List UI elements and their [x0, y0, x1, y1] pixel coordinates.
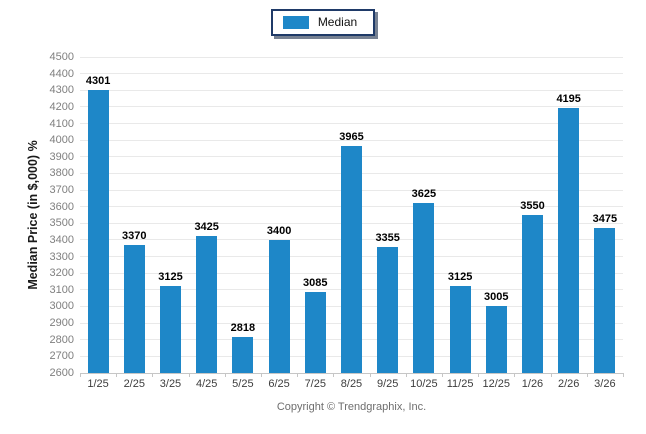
x-axis-tick: [116, 373, 118, 377]
y-tick-label: 4500: [49, 51, 74, 63]
legend-label-median: Median: [317, 15, 358, 29]
y-tick-label: 2600: [49, 367, 74, 379]
bar-12-25: [485, 305, 507, 373]
y-tick-label: 2800: [49, 333, 74, 346]
bar-value-label: 3550: [520, 200, 545, 212]
x-axis-tick: [333, 373, 335, 377]
bar-9-25: [377, 247, 399, 373]
gridline: [80, 56, 623, 58]
y-tick-label: 3000: [49, 300, 74, 313]
x-tick-label: 11/25: [446, 378, 474, 390]
y-tick-label: 3600: [49, 200, 74, 213]
bar-5-25: [232, 336, 254, 373]
x-tick-label: 1/25: [87, 378, 109, 390]
bar-value-label: 3475: [592, 212, 618, 225]
x-axis-tick: [623, 373, 624, 377]
y-tick-label: 4300: [49, 84, 74, 97]
copyright-text: Copyright © Trendgraphix, Inc.: [276, 401, 427, 413]
gridline: [80, 89, 623, 91]
bar-value-label: 2818: [230, 321, 256, 334]
bar-value-label: 3125: [447, 270, 473, 283]
bar-value-label: 3625: [411, 187, 437, 200]
x-tick-label: 6/25: [268, 378, 290, 390]
x-axis-tick: [514, 373, 516, 377]
bar-11-25: [449, 285, 471, 373]
bar-1-25: [87, 90, 109, 373]
bar-10-25: [413, 202, 435, 373]
x-tick-label: 10/25: [410, 378, 438, 390]
y-tick-label: 4200: [49, 100, 74, 113]
x-axis-tick: [80, 373, 81, 377]
y-tick-label: 3500: [49, 217, 74, 230]
x-axis-tick: [261, 373, 262, 377]
y-tick-label: 2700: [49, 350, 74, 363]
y-tick-label: 2900: [49, 317, 74, 330]
y-tick-label: 3800: [49, 167, 74, 180]
bar-value-label: 3425: [194, 220, 219, 233]
bar-value-label: 3085: [303, 277, 328, 290]
gridline: [80, 73, 623, 75]
x-tick-label: 5/25: [232, 378, 254, 390]
y-tick-label: 3200: [49, 267, 74, 280]
bar-8-25: [341, 146, 362, 373]
y-tick-label: 3100: [49, 283, 74, 296]
x-tick-label: 3/25: [159, 378, 182, 390]
bar-2-25: [123, 244, 145, 373]
gridline: [80, 106, 623, 108]
x-axis-tick: [224, 373, 226, 377]
bar-3-25: [160, 285, 181, 373]
x-tick-label: 4/25: [195, 378, 218, 390]
x-tick-label: 8/25: [340, 378, 363, 390]
legend-swatch-median: [282, 16, 309, 29]
bar-value-label: 3355: [375, 232, 400, 245]
bar-value-label: 3005: [484, 290, 509, 303]
gridline: [80, 139, 623, 141]
bar-3-26: [594, 227, 616, 373]
plot-area: 4301 3370 3125 3425 2818 3400 3085 3965 3355 3625…: [80, 56, 624, 377]
x-axis-tick: [369, 373, 371, 377]
x-tick-label: 12/25: [482, 378, 511, 390]
gridline: [80, 123, 623, 125]
bar-2-26: [558, 107, 580, 373]
y-tick-label: 3700: [49, 184, 74, 197]
y-tick-label: 4100: [49, 117, 74, 130]
x-tick-label: 7/25: [304, 378, 326, 390]
bar-6-25: [268, 239, 290, 373]
bar-value-label: 4301: [85, 75, 111, 88]
x-axis-tick: [297, 373, 299, 377]
x-tick-label: 2/25: [123, 378, 145, 390]
x-tick-label: 1/26: [521, 378, 544, 390]
x-axis-tick: [405, 373, 407, 377]
y-tick-label: 3900: [49, 150, 74, 163]
bar-value-label: 3370: [122, 229, 147, 242]
x-axis-tick: [442, 373, 443, 377]
y-tick-label: 3300: [49, 250, 74, 263]
x-tick-label: 9/25: [376, 378, 399, 390]
y-tick-label: 4000: [49, 134, 74, 147]
x-axis-tick: [188, 373, 190, 377]
x-axis-tick-labels: 1/25 2/25 3/25 4/25 5/25 6/25 7/25 8/25 9/25 10/2…: [80, 378, 623, 392]
bar-7-25: [304, 292, 326, 373]
bar-value-label: 3965: [339, 131, 364, 143]
bar-value-label: 4195: [556, 92, 581, 105]
bar-1-26: [522, 215, 543, 373]
x-axis-tick: [586, 373, 588, 377]
x-tick-label: 2/26: [557, 378, 580, 390]
y-axis-tick-labels: 2600 2700 2800 2900 3000 3100 3200 3300 3400 3500…: [0, 51, 74, 379]
y-tick-label: 4400: [49, 67, 74, 80]
x-axis-tick: [152, 373, 154, 377]
legend: Median: [0, 9, 646, 36]
y-tick-label: 3400: [49, 233, 74, 246]
x-tick-label: 3/26: [594, 378, 616, 390]
x-axis-tick: [550, 373, 552, 377]
bar-value-label: 3125: [158, 270, 183, 283]
bar-value-label: 3400: [266, 224, 292, 237]
x-axis-tick: [478, 373, 480, 377]
legend-box: Median: [270, 9, 376, 36]
bar-4-25: [196, 235, 218, 373]
